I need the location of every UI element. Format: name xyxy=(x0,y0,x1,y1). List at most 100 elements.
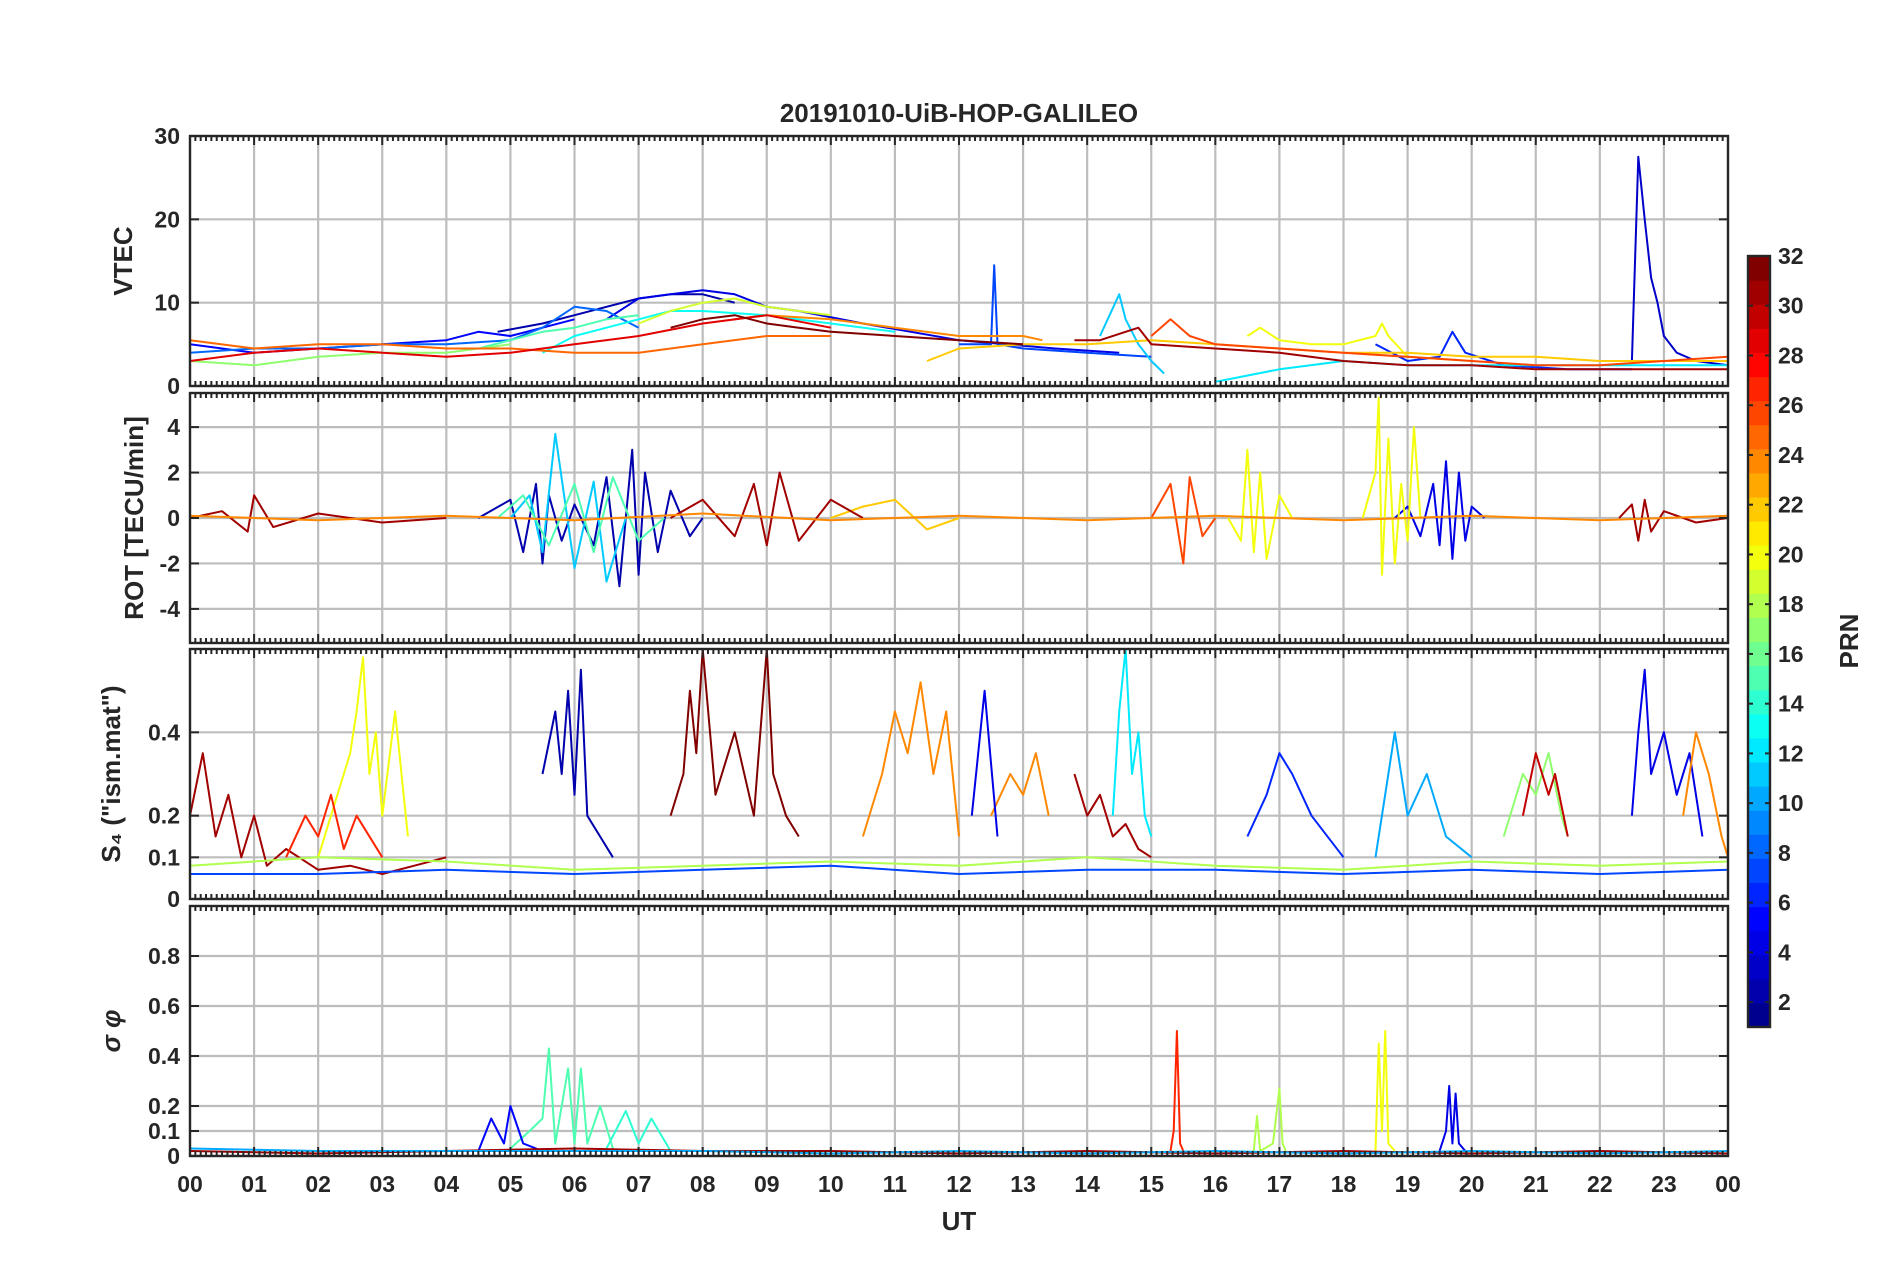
x-tick-label: 06 xyxy=(562,1171,588,1197)
colorbar-block xyxy=(1748,256,1770,281)
rot-ylabel: ROT [TECU/min] xyxy=(119,416,149,620)
vtec-series-prn-25 xyxy=(190,335,831,354)
vtec-ylabel: VTEC xyxy=(108,226,138,296)
colorbar-block xyxy=(1748,737,1770,763)
colorbar-tick-label: 2 xyxy=(1778,989,1791,1015)
s4-series xyxy=(190,649,1728,875)
colorbar-block xyxy=(1748,689,1770,715)
panel-rot: -4 -2 0 2 4 ROT [TECU/min] xyxy=(119,391,1730,645)
s4-series-prn-6 xyxy=(1246,752,1345,858)
colorbar-tick-label: 14 xyxy=(1778,691,1804,717)
colorbar-block xyxy=(1748,545,1770,570)
rot-series-prn-15 xyxy=(496,476,665,554)
x-tick-label: 09 xyxy=(754,1171,780,1197)
x-tick-label: 22 xyxy=(1587,1171,1613,1197)
colorbar-block xyxy=(1748,761,1770,787)
colorbar-tick-label: 18 xyxy=(1778,591,1804,617)
colorbar-block xyxy=(1748,954,1770,980)
colorbar-tick-label: 8 xyxy=(1778,840,1791,866)
colorbar-block xyxy=(1748,882,1770,908)
x-tick-label: 00 xyxy=(177,1171,203,1197)
colorbar-tick-label: 4 xyxy=(1778,939,1791,965)
colorbar-block xyxy=(1748,376,1770,402)
s4-series-prn-7 xyxy=(190,864,1728,875)
s4-series-prn-31 xyxy=(1073,773,1152,859)
y-tick-label: 0.2 xyxy=(148,803,180,829)
colorbar-block xyxy=(1748,834,1770,859)
rot-series-prn-31 xyxy=(670,471,864,547)
rot-series-prn-4 xyxy=(1394,460,1486,560)
x-tick-label: 20 xyxy=(1459,1171,1485,1197)
colorbar-block xyxy=(1748,304,1770,329)
colorbar-block xyxy=(1748,978,1770,1004)
rot-series-prn-20 xyxy=(1227,448,1294,560)
colorbar-tick-label: 30 xyxy=(1778,293,1804,319)
y-tick-label: 20 xyxy=(154,206,180,232)
colorbar-label: PRN xyxy=(1834,614,1864,669)
x-tick-label: 00 xyxy=(1715,1171,1741,1197)
x-tick-label: 12 xyxy=(946,1171,972,1197)
vtec-ytick-labels: 0 10 20 30 xyxy=(154,123,180,399)
colorbar-tick-label: 22 xyxy=(1778,492,1804,518)
s4-series-prn-10 xyxy=(1374,731,1473,859)
s4-ytick-labels: 0 0.1 0.2 0.4 xyxy=(148,719,180,912)
s4-series-prn-24 xyxy=(861,681,960,837)
x-tick-label: 10 xyxy=(818,1171,844,1197)
colorbar-tick-label: 28 xyxy=(1778,342,1804,368)
y-tick-label: 0.1 xyxy=(148,1118,180,1144)
sigphi-ticks xyxy=(189,906,1729,1157)
y-tick-label: 30 xyxy=(154,123,180,149)
sigphi-series-prn-27 xyxy=(1169,1030,1185,1152)
rot-ytick-labels: -4 -2 0 2 4 xyxy=(160,414,181,622)
colorbar-tick-label: 16 xyxy=(1778,641,1804,667)
x-tick-label: 16 xyxy=(1203,1171,1229,1197)
x-tick-label: 21 xyxy=(1523,1171,1549,1197)
colorbar-block xyxy=(1748,424,1770,450)
s4-series-prn-18 xyxy=(190,856,1728,871)
colorbar-tick-label: 10 xyxy=(1778,790,1804,816)
vtec-series xyxy=(190,155,1728,383)
rot-series-prn-24 xyxy=(190,512,1728,522)
rot-series-prn-31 xyxy=(190,494,447,533)
y-tick-label: 0.6 xyxy=(148,993,180,1019)
s4-series-prn-12 xyxy=(1111,649,1153,837)
sigphi-series-prn-18 xyxy=(1252,1087,1287,1152)
y-tick-label: 10 xyxy=(154,290,180,316)
sigphi-ytick-labels: 00.10.2 0.4 0.6 0.8 xyxy=(148,943,180,1169)
y-tick-label: -4 xyxy=(160,596,181,622)
x-tick-label: 03 xyxy=(369,1171,395,1197)
colorbar-block xyxy=(1748,472,1770,498)
s4-series-prn-32 xyxy=(669,649,800,838)
y-tick-label: 2 xyxy=(167,460,180,486)
colorbar-block xyxy=(1748,713,1770,739)
colorbar-tick-label: 32 xyxy=(1778,243,1804,269)
colorbar-block xyxy=(1748,641,1770,667)
sigphi-ylabel: σ φ xyxy=(96,1010,126,1053)
panel-sigphi: 00.10.2 0.4 0.6 0.8 σ φ xyxy=(96,904,1730,1169)
colorbar-block xyxy=(1748,496,1770,522)
s4-series-prn-27 xyxy=(285,793,384,858)
sigphi-grid xyxy=(188,906,1730,1158)
x-tick-label: 08 xyxy=(690,1171,716,1197)
colorbar-block xyxy=(1748,352,1770,378)
colorbar-block xyxy=(1748,930,1770,956)
colorbar-block xyxy=(1748,906,1770,932)
x-tick-label: 13 xyxy=(1010,1171,1036,1197)
s4-series-prn-30 xyxy=(1521,752,1569,837)
colorbar-blocks xyxy=(1748,256,1770,1028)
y-tick-label: 0 xyxy=(167,505,180,531)
colorbar-block xyxy=(1748,786,1770,811)
s4-series-prn-4 xyxy=(1630,668,1704,837)
vtec-series-prn-29 xyxy=(190,314,831,362)
colorbar-block xyxy=(1748,280,1770,305)
s4-series-prn-31 xyxy=(190,752,447,875)
x-tick-label: 07 xyxy=(626,1171,652,1197)
colorbar-tick-label: 6 xyxy=(1778,890,1791,916)
x-tick-label: 17 xyxy=(1267,1171,1293,1197)
rot-series-prn-22 xyxy=(830,498,960,531)
colorbar-tick-label: 20 xyxy=(1778,541,1804,567)
rot-series-prn-11 xyxy=(509,432,627,583)
rot-series-prn-20 xyxy=(1361,396,1422,576)
